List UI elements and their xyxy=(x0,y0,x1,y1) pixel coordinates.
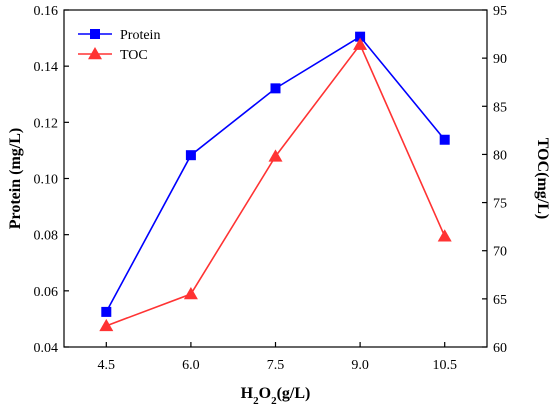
protein-point xyxy=(101,306,112,317)
protein-point xyxy=(270,83,281,94)
protein-point xyxy=(185,150,196,161)
right-axis-ticks: 60 65 70 75 80 85 90 95 xyxy=(482,4,507,356)
toc-point xyxy=(353,37,368,50)
x-axis-ticks: 4.5 6.0 7.5 9.0 10.5 xyxy=(98,342,457,373)
protein-point xyxy=(355,31,366,42)
left-tick-label: 0.10 xyxy=(34,173,59,188)
right-tick-label: 75 xyxy=(493,197,507,212)
toc-point xyxy=(183,287,198,300)
legend-swatch-marker xyxy=(88,47,102,60)
legend-swatch-marker xyxy=(90,29,100,39)
legend-label: Protein xyxy=(120,28,160,43)
x-axis-title-part: 2 xyxy=(271,395,277,407)
x-tick-label: 10.5 xyxy=(432,358,457,373)
legend-label: TOC xyxy=(120,48,148,63)
right-tick-label: 65 xyxy=(493,293,507,308)
left-tick-label: 0.04 xyxy=(34,341,59,356)
x-axis-title-part: H xyxy=(241,385,254,402)
series-layer xyxy=(99,31,452,332)
toc-point xyxy=(99,318,114,332)
x-axis-title-part: O xyxy=(259,385,271,402)
x-axis-title: H2O2(g/L) xyxy=(241,385,311,407)
series-protein xyxy=(101,31,450,317)
protein-line xyxy=(105,35,446,313)
right-tick-label: 90 xyxy=(493,52,507,67)
right-tick-label: 60 xyxy=(493,341,507,356)
x-tick-label: 6.0 xyxy=(182,358,200,373)
right-tick-label: 95 xyxy=(493,4,507,19)
left-tick-label: 0.12 xyxy=(34,116,59,131)
x-tick-label: 7.5 xyxy=(267,358,285,373)
legend: Protein TOC xyxy=(78,28,160,63)
right-tick-label: 80 xyxy=(493,148,507,163)
left-tick-label: 0.06 xyxy=(34,285,59,300)
toc-point xyxy=(437,229,452,242)
toc-point xyxy=(268,149,283,162)
x-tick-label: 4.5 xyxy=(98,358,116,373)
left-tick-label: 0.08 xyxy=(34,229,59,244)
x-tick-label: 9.0 xyxy=(351,358,369,373)
y-axis-left-title: Protein (mg/L) xyxy=(7,128,24,229)
right-tick-label: 70 xyxy=(493,245,507,260)
left-tick-label: 0.16 xyxy=(34,4,59,19)
protein-point xyxy=(439,134,450,145)
series-toc xyxy=(99,37,452,332)
legend-item-toc: TOC xyxy=(78,47,148,63)
x-axis-title-part: 2 xyxy=(253,395,259,407)
legend-item-protein: Protein xyxy=(78,28,160,43)
y-axis-right-title: TOC(mg/L) xyxy=(534,138,550,219)
right-tick-label: 85 xyxy=(493,100,507,115)
x-axis-title-part: (g/L) xyxy=(277,385,311,402)
left-axis-ticks: 0.04 0.06 0.08 0.10 0.12 0.14 0.16 xyxy=(34,4,69,356)
left-tick-label: 0.14 xyxy=(34,60,59,75)
